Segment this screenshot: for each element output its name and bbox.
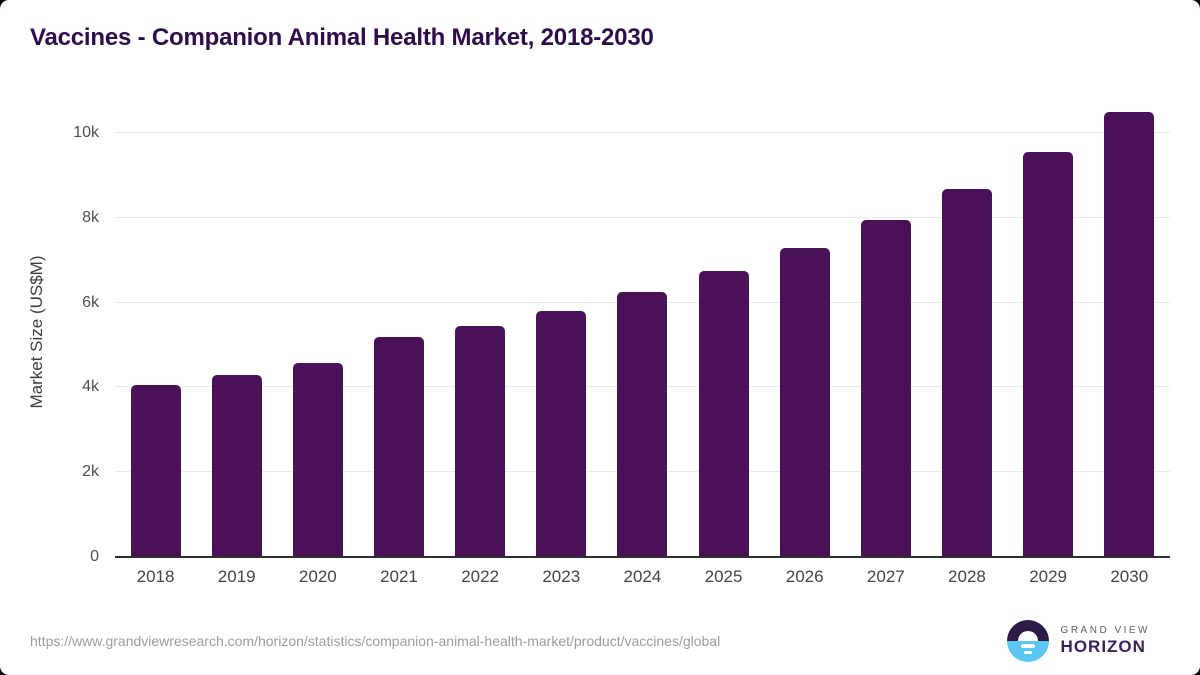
x-tick-label: 2018 <box>136 567 175 586</box>
bar-2021 <box>373 336 424 557</box>
x-axis-labels: 2018 2019 2020 2021 2022 2023 2024 2025 2026 2027… <box>115 567 1170 587</box>
page-title: Vaccines - Companion Animal Health Marke… <box>30 24 654 51</box>
bar-slot <box>764 112 845 557</box>
bar-2023 <box>536 311 587 557</box>
logo: GRAND VIEW HORIZON <box>1006 620 1150 662</box>
bar-slot <box>1008 112 1089 557</box>
x-tick-label: 2019 <box>217 567 256 586</box>
bar-slot <box>683 112 764 557</box>
logo-text: GRAND VIEW HORIZON <box>1061 625 1150 656</box>
logo-product-name: HORIZON <box>1060 636 1146 656</box>
x-tick-label: 2025 <box>704 567 743 586</box>
plot-area <box>115 112 1170 558</box>
bar-2028 <box>941 189 992 557</box>
horizon-sun-icon <box>1006 620 1049 662</box>
x-tick-label: 2023 <box>542 567 581 586</box>
bar-slot <box>358 112 439 557</box>
bar-2018 <box>130 385 181 557</box>
source-url: https://www.grandviewresearch.com/horizo… <box>30 633 721 649</box>
water-stripe-shape <box>1023 651 1032 654</box>
bar-2025 <box>698 270 749 557</box>
bar-slot <box>196 112 277 557</box>
bar-slot <box>440 112 521 557</box>
bar-2019 <box>211 374 262 557</box>
water-stripe-shape <box>1020 644 1035 648</box>
x-tick-label: 2030 <box>1110 567 1149 586</box>
x-tick-label: 2024 <box>623 567 662 586</box>
bar-2030 <box>1104 112 1155 557</box>
x-axis-line <box>115 556 1170 558</box>
bar-slot <box>521 112 602 557</box>
bar-2022 <box>455 326 506 557</box>
y-tick-label: 2k <box>82 463 99 481</box>
bar-slot <box>926 112 1007 557</box>
bar-2029 <box>1023 152 1074 557</box>
sun-dome-shape <box>1017 631 1038 641</box>
bar-slot <box>115 112 196 557</box>
y-tick-label: 4k <box>82 378 99 396</box>
y-tick-label: 8k <box>82 208 99 226</box>
gridline <box>115 132 1170 134</box>
logo-brand-name: GRAND VIEW <box>1060 625 1150 637</box>
footer: https://www.grandviewresearch.com/horizo… <box>30 616 1170 666</box>
bar-slot <box>845 112 926 557</box>
x-tick-label: 2027 <box>866 567 905 586</box>
x-tick-label: 2029 <box>1029 567 1068 586</box>
bar-2027 <box>860 220 911 557</box>
y-axis-ticks: 0 2k 4k 6k 8k 10k <box>0 112 99 565</box>
bar-slot <box>277 112 358 557</box>
y-tick-label: 0 <box>90 548 99 565</box>
x-tick-label: 2021 <box>380 567 418 586</box>
y-tick-label: 6k <box>82 293 99 311</box>
x-tick-label: 2026 <box>785 567 824 586</box>
bar-2024 <box>617 292 668 557</box>
bars-row <box>115 112 1170 557</box>
x-tick-label: 2022 <box>461 567 500 586</box>
bar-slot <box>602 112 683 557</box>
y-tick-label: 10k <box>73 124 99 142</box>
bar-2020 <box>292 363 343 557</box>
bar-slot <box>1089 112 1170 557</box>
x-tick-label: 2028 <box>948 567 986 586</box>
x-tick-label: 2020 <box>298 567 337 586</box>
gridline <box>115 216 1170 218</box>
bar-2026 <box>779 247 830 557</box>
